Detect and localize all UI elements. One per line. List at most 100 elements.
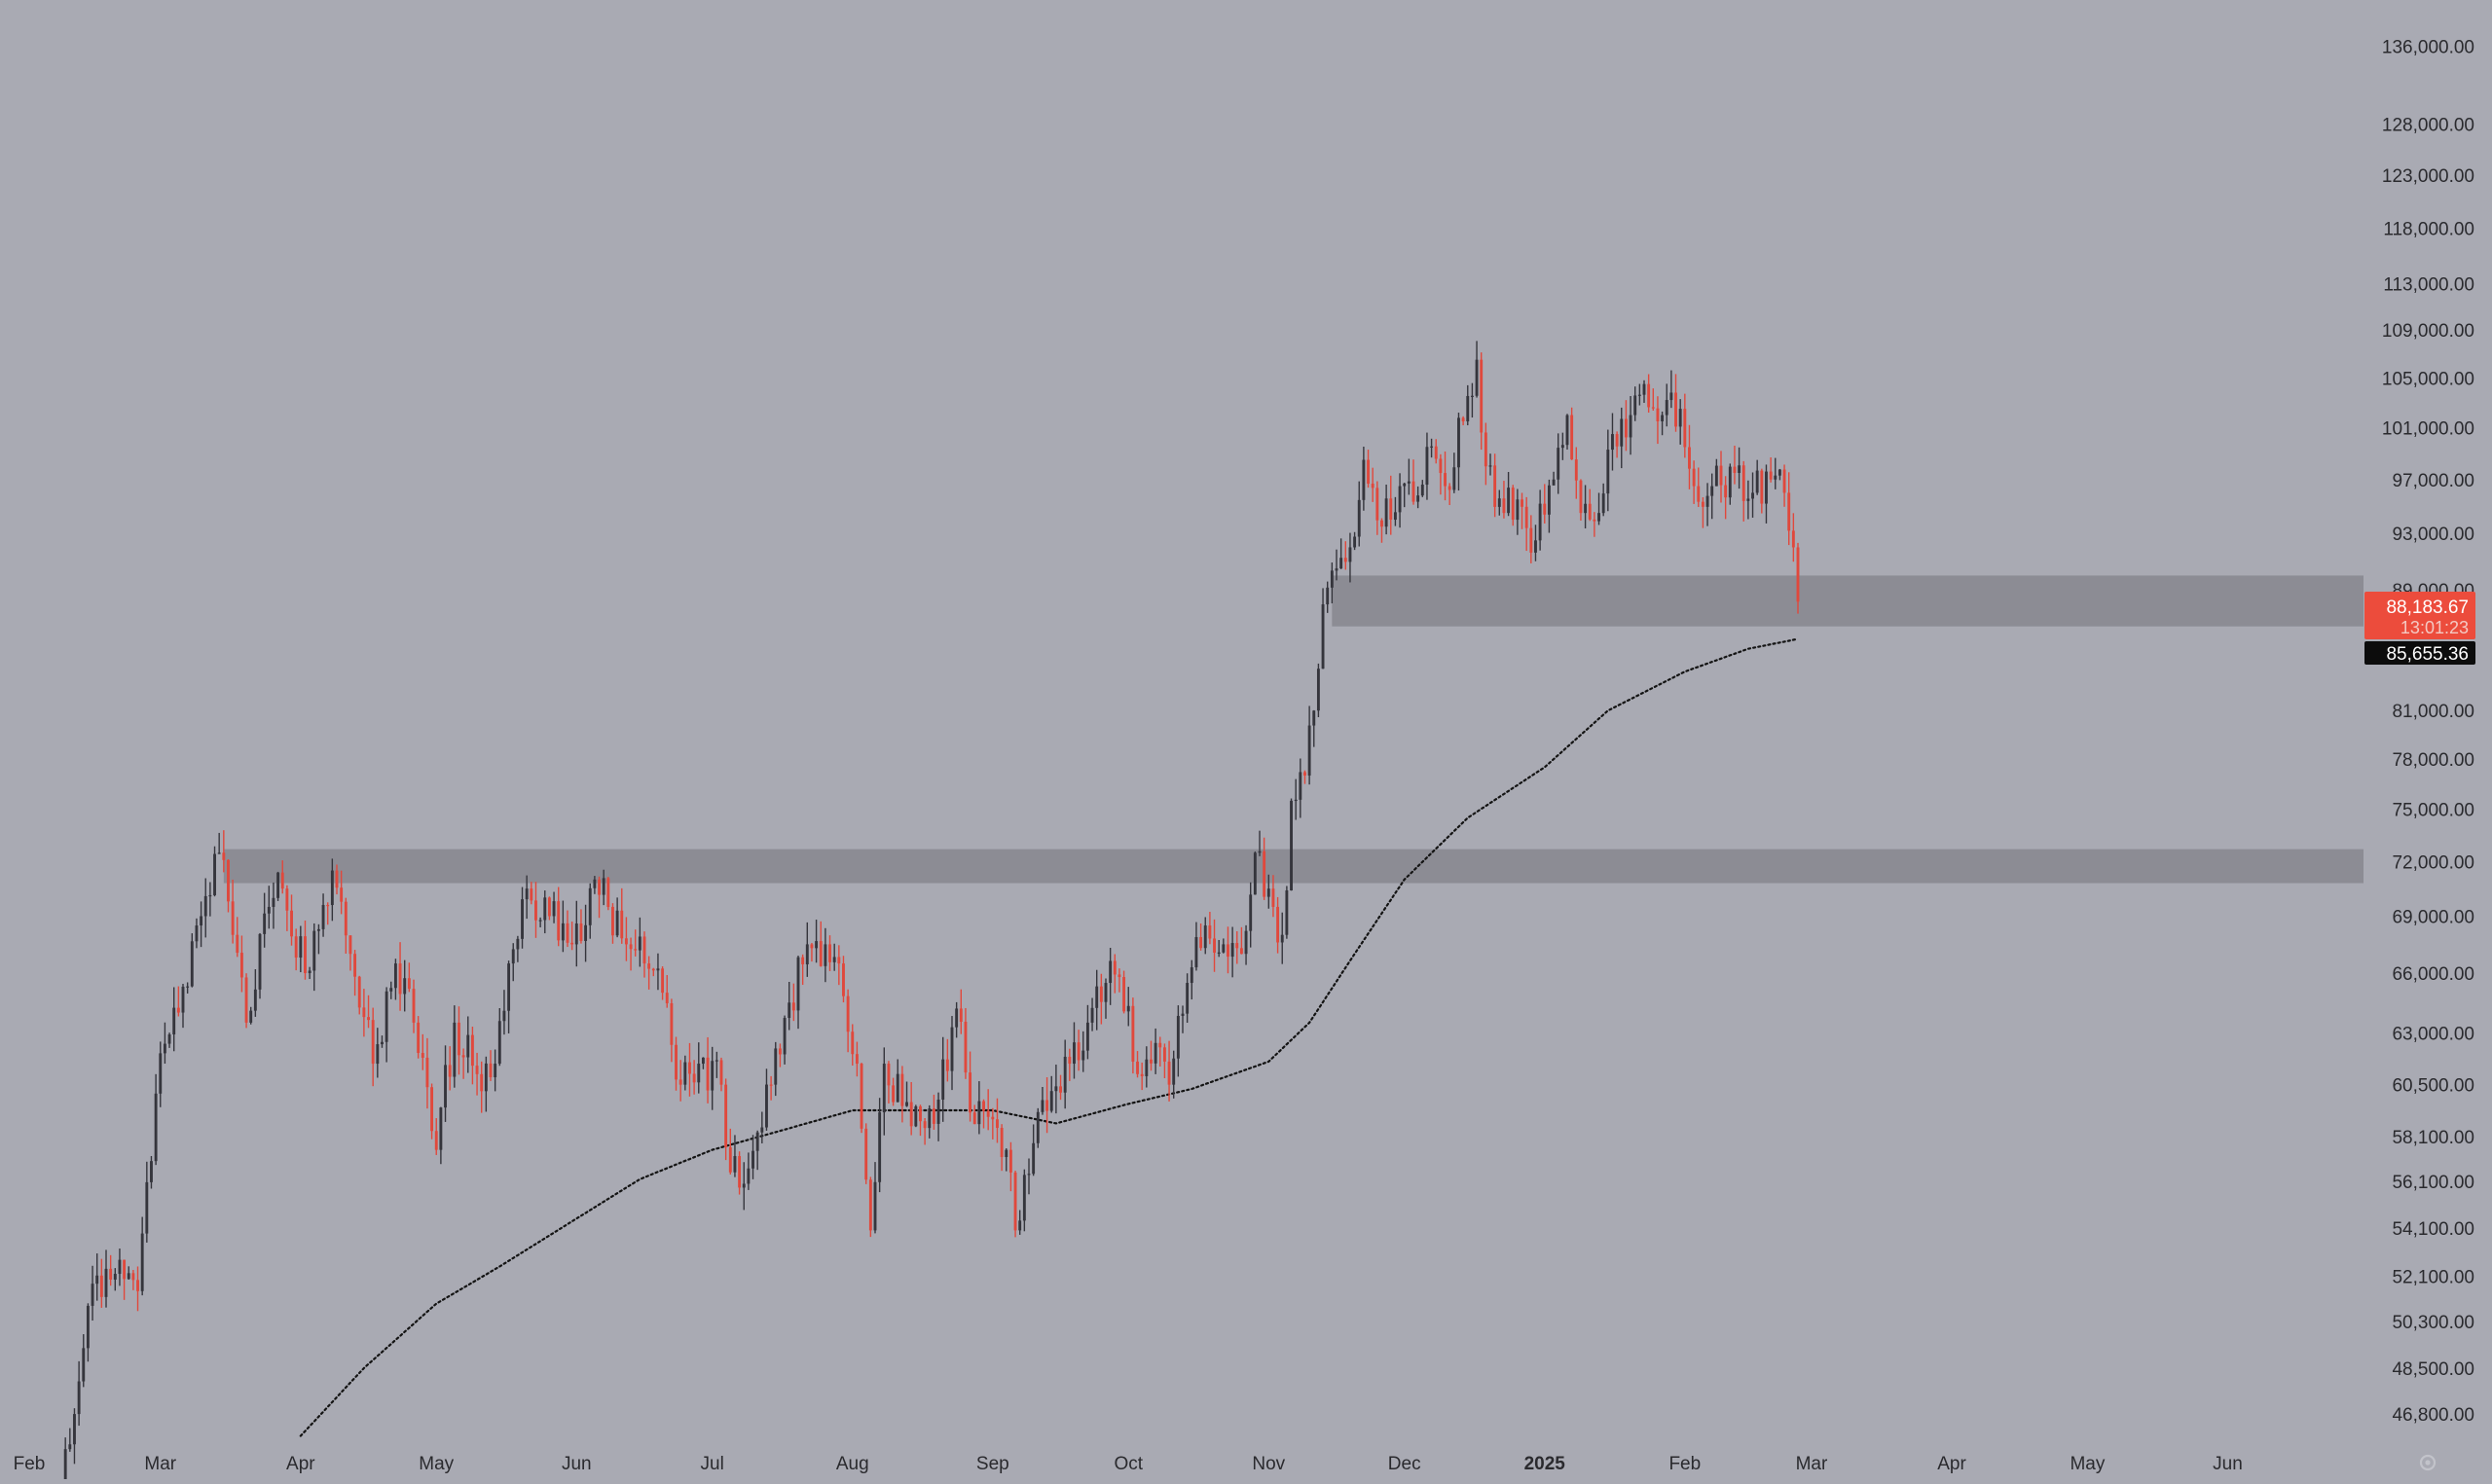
candle-body <box>1326 587 1330 605</box>
candle-body <box>145 1181 149 1234</box>
candle-body <box>1416 495 1420 502</box>
price-tick-label: 66,000.00 <box>2392 964 2474 985</box>
candle-body <box>1145 1059 1149 1076</box>
candle-body <box>1249 894 1253 931</box>
time-tick-label: Mar <box>144 1454 176 1474</box>
candle-body <box>715 1060 718 1062</box>
price-tick-label: 48,500.00 <box>2392 1359 2474 1380</box>
candle-body <box>104 1268 108 1297</box>
candle-body <box>1348 547 1352 562</box>
price-tick-label: 69,000.00 <box>2392 907 2474 927</box>
candle-body <box>1032 1142 1036 1175</box>
candle-body <box>1109 960 1113 984</box>
candle-body <box>661 968 665 994</box>
candle-body <box>683 1062 687 1085</box>
candle-body <box>1239 948 1243 955</box>
candle-body <box>1389 498 1393 521</box>
candle-body <box>932 1108 935 1124</box>
candle-body <box>1560 445 1564 449</box>
candle-body <box>276 872 280 898</box>
candle-body <box>1574 459 1578 481</box>
candle-body <box>620 910 624 939</box>
price-axis[interactable]: 136,000.00 128,000.00 123,000.00 118,000.00… <box>2382 38 2474 1426</box>
candle-body <box>466 1034 470 1058</box>
candle-body <box>263 913 267 934</box>
candle-body <box>497 1021 501 1065</box>
candle-body <box>1208 925 1212 939</box>
candle-body <box>751 1150 754 1169</box>
price-tick-label: 58,100.00 <box>2392 1128 2474 1148</box>
candle-body <box>1543 503 1547 515</box>
candle-body <box>1118 974 1121 978</box>
price-tick-label: 128,000.00 <box>2382 115 2474 135</box>
time-tick-label: Feb <box>14 1454 46 1474</box>
candle-body <box>688 1062 691 1074</box>
candle-body <box>1167 1061 1171 1085</box>
candle-body <box>1217 952 1221 954</box>
candle-body <box>701 1057 705 1065</box>
candles-layer <box>63 341 1800 1484</box>
candle-body <box>308 970 312 974</box>
candle-body <box>557 901 561 941</box>
candle-body <box>1085 1022 1089 1051</box>
candle-body <box>1393 512 1397 521</box>
candle-body <box>1624 418 1628 438</box>
candle-body <box>1299 772 1302 800</box>
settings-icon[interactable] <box>2419 1454 2437 1471</box>
candle-body <box>846 995 850 1032</box>
candle-body <box>475 1066 479 1074</box>
time-axis[interactable]: Feb Mar Apr May Jun Jul Aug Sep Oct Nov Dec 2025 Feb… <box>14 1454 2243 1474</box>
candle-body <box>1095 986 1099 1008</box>
candle-body <box>335 870 339 888</box>
candle-body <box>1172 1058 1176 1085</box>
price-tick-label: 46,800.00 <box>2392 1405 2474 1426</box>
candle-body <box>1782 469 1786 493</box>
price-tick-label: 113,000.00 <box>2383 275 2474 296</box>
candle-body <box>1181 1013 1185 1016</box>
candle-body <box>1656 408 1660 421</box>
candle-body <box>326 904 330 907</box>
candle-body <box>561 923 565 941</box>
candle-body <box>733 1156 737 1173</box>
candle-body <box>755 1132 759 1151</box>
candle-body <box>1013 1172 1017 1231</box>
candle-body <box>511 949 515 964</box>
candle-body <box>864 1128 868 1180</box>
candle-body <box>598 879 601 895</box>
candle-body <box>1425 447 1429 486</box>
candle-body <box>1307 725 1311 776</box>
candle-body <box>1271 888 1275 907</box>
candle-body <box>340 887 344 902</box>
candle-body <box>140 1233 144 1291</box>
candle-body <box>1140 1073 1144 1076</box>
candle-body <box>1049 1091 1053 1111</box>
candle-body <box>602 878 605 895</box>
candle-body <box>1316 669 1320 711</box>
candle-body <box>996 1119 999 1129</box>
candle-body <box>819 941 823 966</box>
candle-body <box>489 1063 493 1078</box>
candle-body <box>376 1044 380 1065</box>
candle-body <box>791 1002 795 1011</box>
candle-body <box>236 934 239 954</box>
candle-body <box>765 1084 768 1128</box>
candle-body <box>769 1084 773 1086</box>
candle-body <box>1213 938 1216 953</box>
candle-body <box>1777 469 1781 476</box>
candle-body <box>1018 1220 1022 1231</box>
candle-body <box>919 1105 922 1122</box>
candle-body <box>896 1073 899 1103</box>
candle-body <box>367 1017 370 1021</box>
candle-body <box>136 1280 139 1291</box>
candle-body <box>936 1099 940 1124</box>
candle-body <box>697 1064 701 1083</box>
candle-body <box>521 899 524 939</box>
time-tick-label: Apr <box>286 1454 315 1474</box>
candle-body <box>1774 475 1777 480</box>
candle-body <box>167 1033 171 1044</box>
candle-body <box>1633 395 1637 416</box>
candle-body <box>1371 484 1374 489</box>
candle-body <box>1335 568 1338 571</box>
